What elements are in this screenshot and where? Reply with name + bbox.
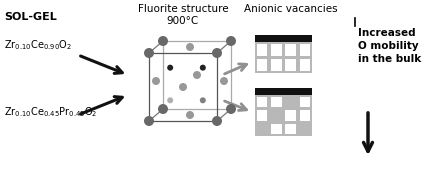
Circle shape [158,104,168,114]
Circle shape [179,83,187,91]
Circle shape [193,71,201,79]
Bar [300,110,310,121]
Circle shape [144,48,154,58]
Circle shape [212,116,222,126]
Bar [257,44,267,56]
Bar [285,124,296,134]
Bar [257,59,267,71]
Text: SOL-GEL: SOL-GEL [4,12,57,22]
Circle shape [226,104,236,114]
Circle shape [200,97,206,103]
Bar [271,59,282,71]
Text: Anionic vacancies: Anionic vacancies [244,4,338,14]
Bar [300,97,310,107]
Circle shape [167,97,173,103]
Text: Zr$_{0.10}$Ce$_{0.90}$O$_2$: Zr$_{0.10}$Ce$_{0.90}$O$_2$ [4,38,72,52]
Circle shape [152,77,160,85]
Circle shape [186,43,194,51]
Bar [300,59,310,71]
Bar [255,35,312,42]
Bar [255,88,312,136]
Bar [271,44,282,56]
Circle shape [144,116,154,126]
Text: Fluorite structure
900°C: Fluorite structure 900°C [138,4,228,26]
Text: Zr$_{0.10}$Ce$_{0.45}$Pr$_{0.45}$O$_2$: Zr$_{0.10}$Ce$_{0.45}$Pr$_{0.45}$O$_2$ [4,105,97,119]
Bar [271,97,282,107]
Text: Increased
O mobility
in the bulk: Increased O mobility in the bulk [358,28,421,64]
Bar [271,124,282,134]
Circle shape [226,36,236,46]
Bar [255,88,312,95]
Bar [285,110,296,121]
Circle shape [158,36,168,46]
Circle shape [186,111,194,119]
Bar [285,59,296,71]
Circle shape [220,77,228,85]
Circle shape [200,65,206,71]
Bar [285,44,296,56]
Bar [300,44,310,56]
Bar [257,110,267,121]
Bar [257,97,267,107]
Circle shape [212,48,222,58]
Bar [255,35,312,73]
Circle shape [167,65,173,71]
